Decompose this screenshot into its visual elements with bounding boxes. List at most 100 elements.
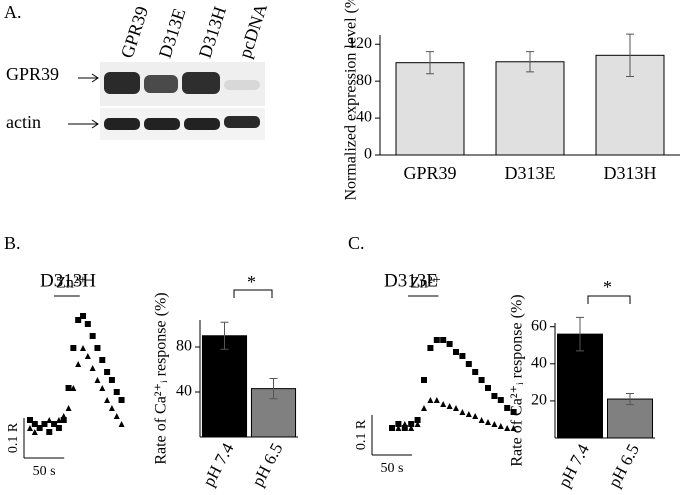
data-point (446, 341, 453, 347)
y-tick-label: 20 (531, 392, 547, 409)
blot-band (224, 80, 260, 90)
data-point (108, 405, 115, 411)
data-point (414, 421, 421, 427)
data-point (440, 401, 447, 407)
data-point (433, 337, 440, 343)
data-point (491, 421, 498, 427)
bar (495, 61, 565, 156)
scale-bar-label: 50 s (33, 464, 56, 479)
data-point (401, 425, 408, 431)
blot-band (144, 75, 178, 93)
data-point (113, 413, 120, 419)
data-point (453, 349, 459, 355)
scale-bar-label: 50 s (381, 461, 404, 476)
significance-star: * (247, 272, 256, 292)
lane-label: D313E (155, 6, 190, 61)
error-bar (220, 321, 229, 350)
blot-band (144, 118, 180, 130)
trace-title: D313H (40, 270, 96, 291)
data-point (497, 423, 504, 429)
data-point (84, 353, 91, 359)
data-point (485, 385, 491, 391)
data-point (70, 345, 77, 351)
blot-band (104, 118, 140, 130)
bar (201, 335, 248, 438)
data-point (51, 421, 58, 427)
data-point (472, 413, 479, 419)
data-point (65, 385, 72, 391)
data-point (401, 421, 408, 427)
data-point (99, 357, 106, 363)
error-bar (576, 316, 584, 352)
data-point (491, 393, 498, 399)
data-point (99, 385, 106, 391)
data-point (446, 403, 453, 409)
y-tick-label: 60 (531, 317, 547, 334)
data-point (60, 413, 67, 419)
data-point (504, 405, 511, 411)
y-axis-label: Normalized expression level (%) (343, 0, 360, 201)
data-point (113, 389, 120, 395)
y-axis-label: Rate of Ca²⁺ᵢ response (%) (153, 292, 170, 464)
data-point (31, 429, 38, 435)
data-point (104, 369, 111, 375)
y-tick-label: 120 (348, 35, 372, 52)
error-bar (269, 378, 278, 400)
significance-star: * (603, 277, 612, 297)
data-point (421, 405, 427, 411)
y-tick-label: 0 (364, 146, 372, 163)
bar (557, 333, 603, 439)
data-point (421, 377, 427, 383)
data-point (41, 421, 48, 427)
data-point (440, 337, 447, 343)
data-point (36, 425, 43, 431)
arrow (68, 119, 99, 129)
data-point (465, 411, 472, 417)
data-point (75, 361, 82, 367)
data-point (408, 425, 415, 431)
x-tick-label: pH 6.5 (604, 441, 643, 491)
scale-bar-label: 0.1 R (6, 422, 21, 453)
data-point (427, 345, 434, 351)
data-point (453, 405, 459, 411)
data-point (27, 417, 33, 423)
stimulus-label: Zn²⁺ (56, 275, 87, 292)
panel-label: C. (348, 233, 365, 253)
data-point (433, 397, 440, 403)
blot-row-label: GPR39 (6, 64, 59, 84)
panel-label: B. (4, 233, 21, 253)
arrow (78, 73, 99, 83)
blot-band (224, 116, 260, 128)
data-point (497, 397, 504, 403)
x-tick-label: pH 6.5 (248, 440, 287, 490)
data-point (94, 345, 101, 351)
data-point (478, 417, 485, 423)
data-point (510, 409, 517, 415)
data-point (510, 425, 517, 431)
data-point (75, 317, 82, 323)
data-point (459, 353, 466, 359)
panel-label: A. (4, 2, 22, 22)
data-point (427, 397, 434, 403)
data-point (55, 417, 62, 423)
data-point (104, 397, 111, 403)
x-tick-label: pH 7.4 (554, 440, 593, 490)
data-point (389, 425, 395, 431)
y-tick-label: 40 (531, 354, 547, 371)
data-point (80, 345, 87, 351)
error-bar (426, 51, 434, 75)
data-point (395, 421, 402, 427)
error-bar (526, 51, 534, 73)
y-axis-label: Rate of Ca²⁺ᵢ response (%) (509, 294, 526, 466)
trace-title: D313E (384, 270, 438, 291)
lane-label: D313H (195, 4, 230, 61)
data-point (478, 377, 485, 383)
data-point (46, 417, 53, 423)
blot-band (184, 118, 220, 130)
y-tick-label: 40 (176, 383, 192, 400)
data-point (108, 377, 115, 383)
lane-label: GPR39 (117, 4, 152, 61)
data-point (31, 421, 38, 427)
data-point (27, 425, 33, 431)
data-point (65, 405, 72, 411)
